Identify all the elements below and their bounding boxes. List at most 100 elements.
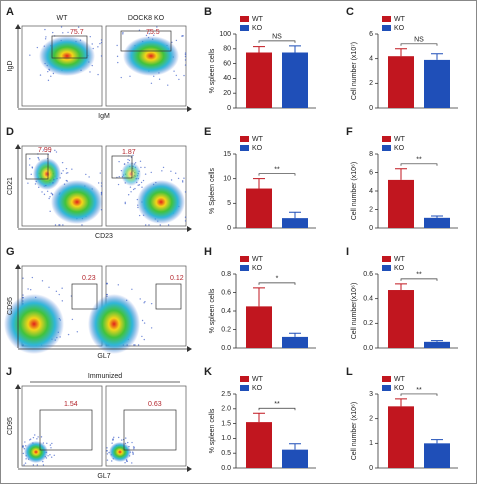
panel-letter: G [6,246,15,258]
event-dot [128,159,131,162]
significance: ** [416,272,422,279]
event-dot [181,180,184,182]
event-dot [31,276,34,279]
y-tick-label: 2.0 [221,406,231,413]
legend-swatch [382,136,391,142]
panel-letter: L [346,366,353,378]
gate [111,155,133,179]
event-dot [150,302,153,305]
y-tick-label: 0.4 [221,308,231,315]
y-tick-label: 0 [369,105,373,112]
event-dot [141,319,144,322]
event-dot [51,442,53,445]
event-dot [133,446,135,449]
density-blob [109,442,131,462]
bar [282,449,308,468]
event-dot [47,79,50,82]
gate [51,35,88,59]
legend-label: WT [394,16,406,23]
legend-swatch [382,376,391,382]
significance: * [276,276,279,283]
y-tick-label: 100 [219,31,231,38]
x-arrowhead [187,346,192,352]
event-dot [62,32,64,34]
event-dot [50,75,52,77]
event-dot [67,172,69,174]
event-dot [71,168,73,170]
y-tick-label: 0.5 [221,450,231,457]
event-dot [161,170,163,172]
y-arrowhead [15,144,21,149]
legend-swatch [382,385,391,391]
event-dot [133,344,135,346]
y-tick-label: 0.2 [221,326,231,333]
event-dot [118,160,120,163]
event-dot [24,441,26,443]
event-dot [167,224,170,226]
event-dot [97,46,99,48]
event-dot [38,159,40,161]
event-dot [65,172,68,174]
event-dot [36,464,39,466]
event-dot [127,441,129,444]
event-dot [31,167,34,169]
y-tick-label: 80 [223,46,231,53]
event-dot [144,166,146,169]
y-axis-label: CD95 [7,297,14,315]
error-bar [253,287,265,307]
legend-swatch [240,376,249,382]
event-dot [45,184,47,187]
event-dot [46,442,48,445]
event-dot [37,436,39,438]
bar [282,52,308,108]
gate-value: 7.99 [38,147,52,154]
legend-label: KO [394,145,405,152]
gate-value: 0.23 [82,275,96,282]
event-dot [184,53,187,56]
event-dot [118,176,120,178]
event-dot [37,156,39,159]
legend-swatch [240,265,249,271]
error-bar [289,443,301,450]
event-dot [61,161,64,164]
event-dot [130,191,132,193]
event-dot [117,61,119,64]
error-bar [395,283,407,291]
density-blob [39,36,95,76]
significance-bracket [400,278,438,281]
event-dot [22,294,24,296]
panel-letter: F [346,126,353,138]
event-dot [49,151,52,153]
bar [246,422,272,468]
density-blob [88,294,140,354]
event-dot [27,288,29,290]
legend-swatch [240,25,249,31]
y-tick-label: 5 [227,200,231,207]
x-axis-label: GL7 [97,353,110,360]
y-axis-label: CD21 [7,177,14,195]
legend-label: KO [252,145,263,152]
event-dot [143,322,146,324]
event-dot [141,186,143,188]
event-dot [132,188,135,191]
event-dot [148,32,150,35]
y-tick-label: 2.5 [221,391,231,398]
legend-swatch [240,385,249,391]
event-dot [61,287,63,289]
event-dot [77,26,80,28]
event-dot [88,176,90,178]
event-dot [137,184,139,186]
y-arrowhead [15,384,21,389]
event-dot [117,284,120,286]
y-axis-label: Cell number (x10⁷) [351,42,358,100]
gate-value: 1.87 [122,149,136,156]
event-dot [173,70,175,72]
event-dot [175,39,178,42]
event-dot [58,293,60,296]
legend-label: KO [252,385,263,392]
event-dot [106,459,109,461]
event-dot [49,210,51,213]
y-tick-label: 1.0 [221,435,231,442]
error-bar [395,48,407,57]
